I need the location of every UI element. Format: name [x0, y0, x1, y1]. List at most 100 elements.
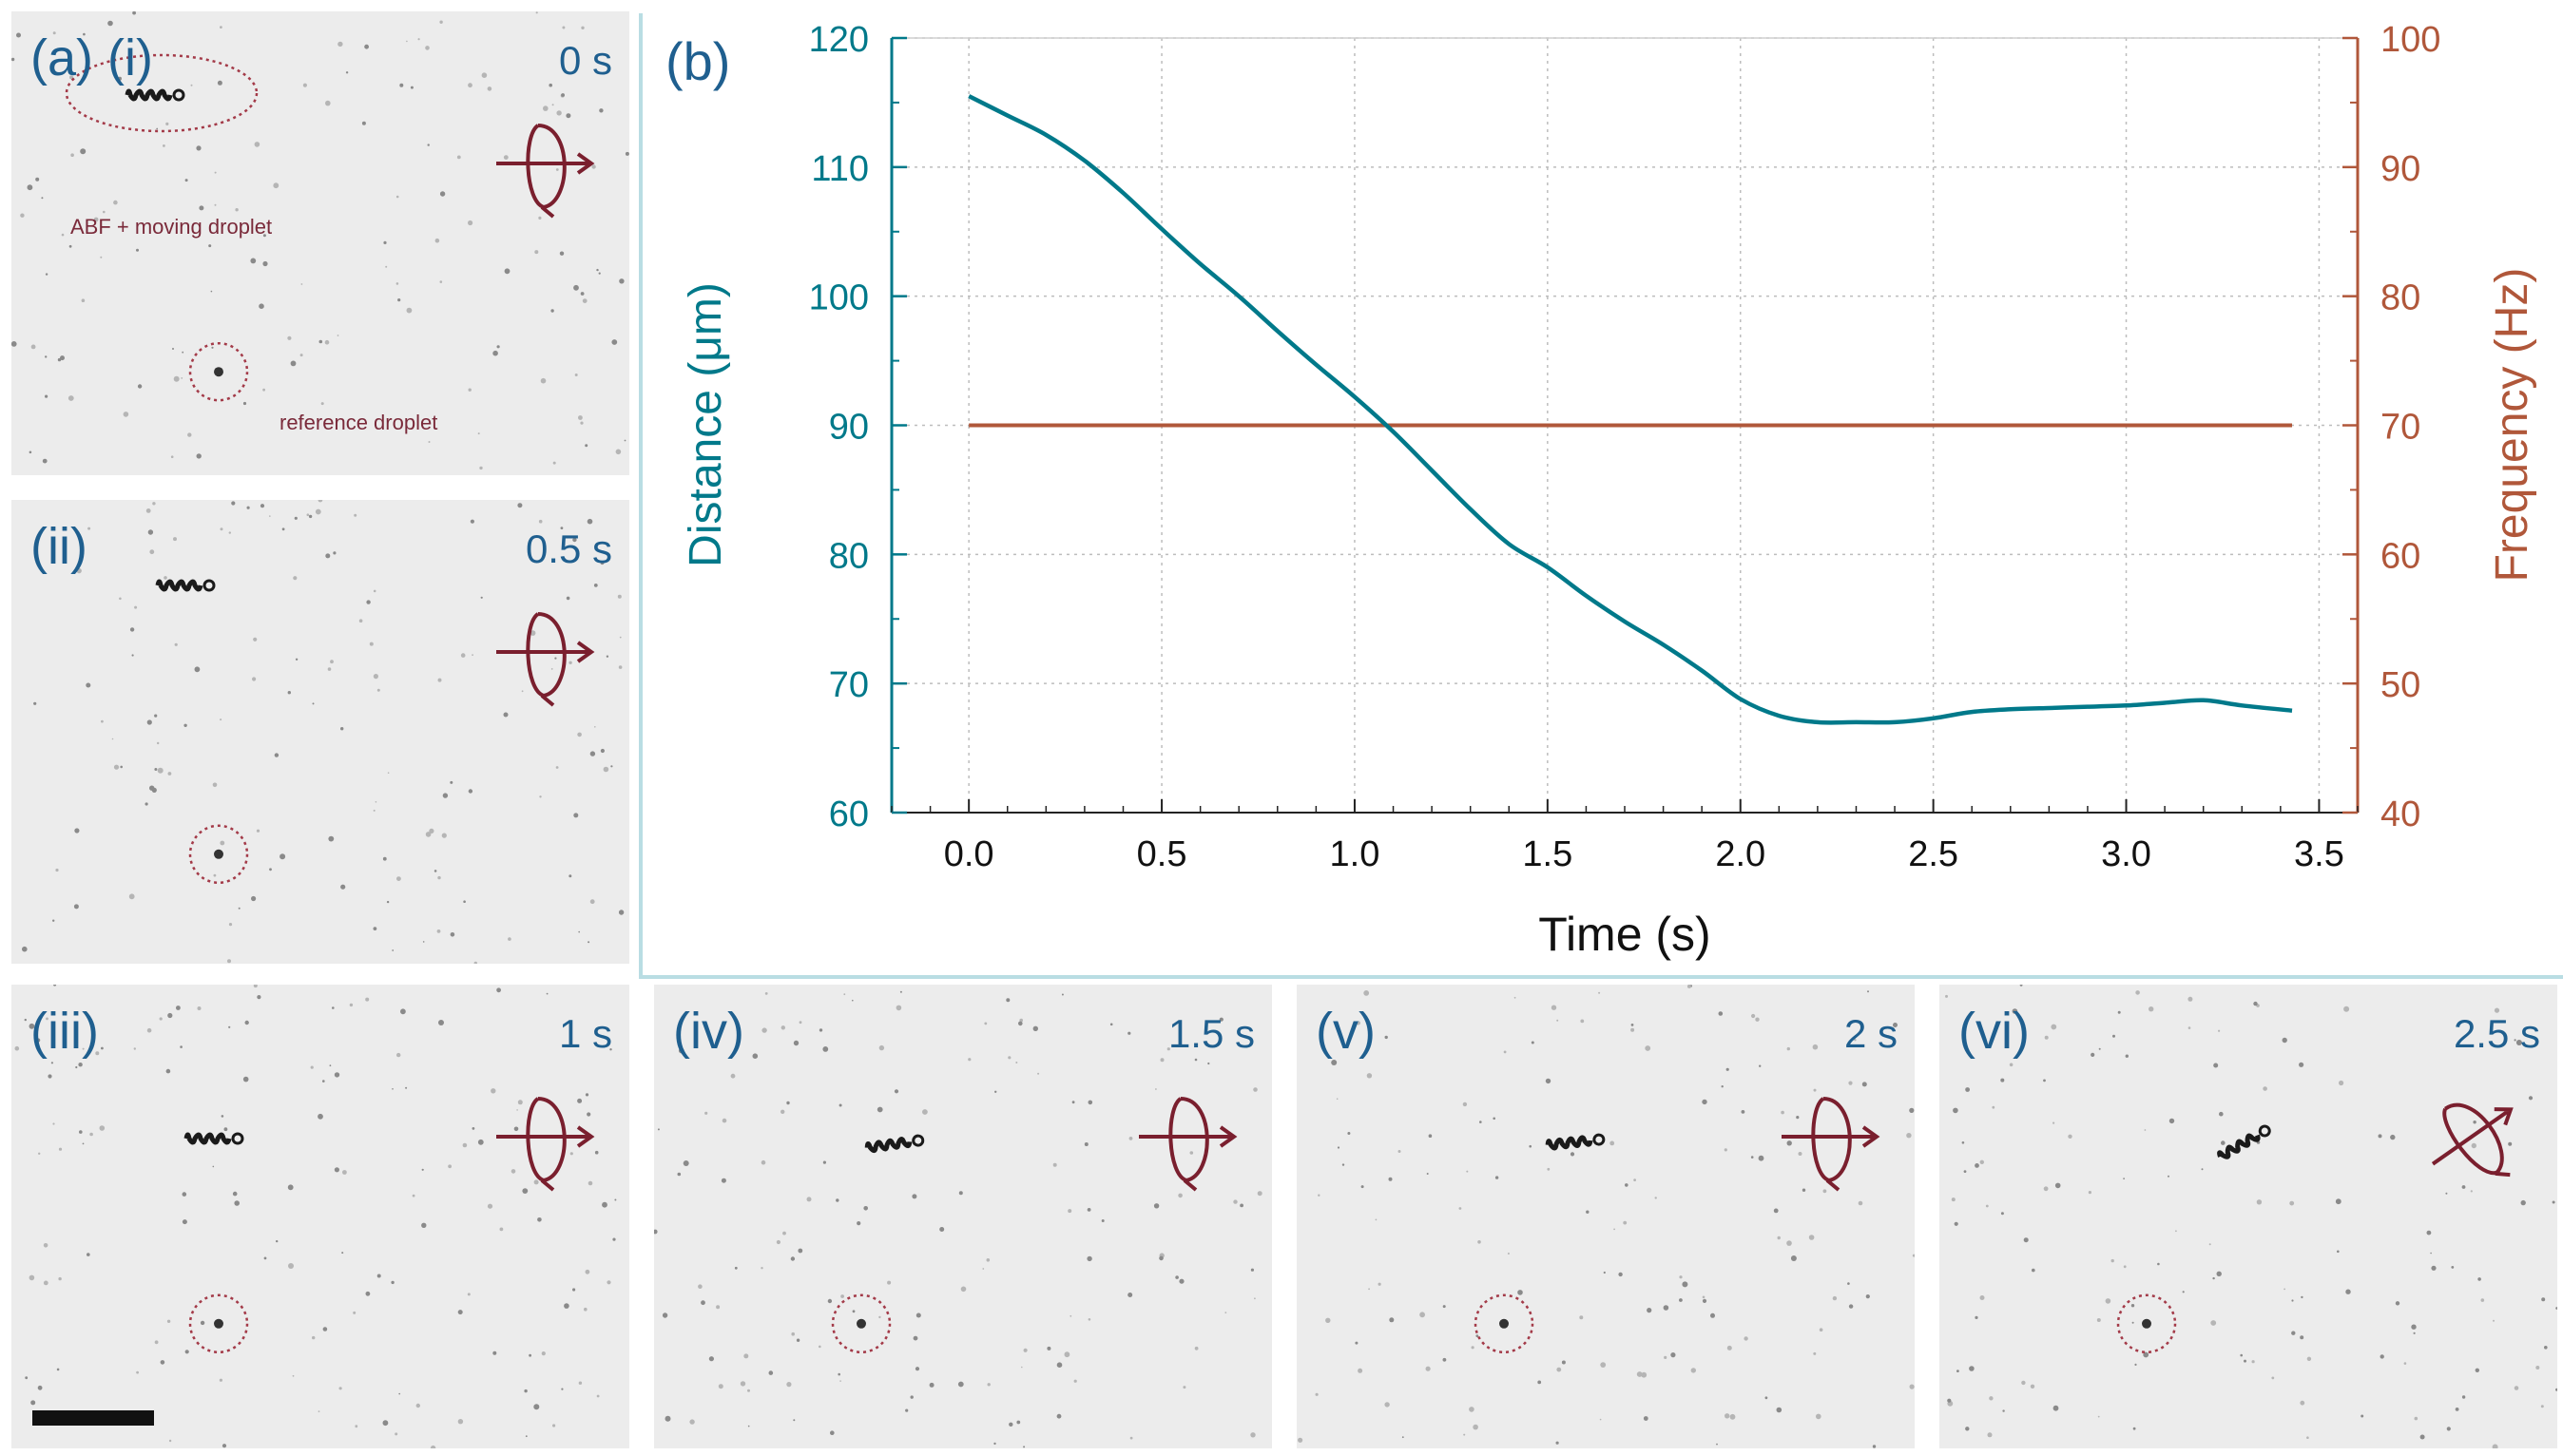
background-speck — [1802, 1188, 1806, 1192]
background-speck — [269, 515, 271, 517]
background-speck — [173, 537, 177, 542]
background-speck — [210, 290, 213, 293]
background-speck — [689, 1419, 695, 1425]
background-speck — [373, 674, 378, 680]
background-speck — [2282, 1037, 2287, 1044]
background-speck — [1813, 1088, 1817, 1092]
background-speck — [1679, 1298, 1683, 1302]
background-speck — [468, 789, 473, 794]
right-axis-ticks: 40 50 60 70 80 90 100 — [2342, 20, 2440, 834]
background-speck — [2210, 1320, 2217, 1326]
background-speck — [568, 874, 572, 878]
background-speck — [716, 1305, 721, 1310]
background-speck — [939, 1227, 945, 1232]
background-speck — [2000, 1078, 2005, 1082]
background-speck — [540, 377, 547, 384]
background-speck — [333, 551, 337, 555]
background-speck — [429, 828, 434, 833]
background-speck — [1556, 1019, 1559, 1022]
background-speck — [1798, 1152, 1802, 1156]
background-speck — [340, 884, 346, 890]
background-speck — [610, 765, 613, 768]
background-speck — [508, 937, 511, 941]
background-speck — [2514, 1039, 2516, 1042]
background-speck — [2345, 1289, 2351, 1294]
background-speck — [2134, 1363, 2137, 1366]
background-speck — [2130, 1304, 2135, 1308]
background-speck — [730, 1073, 736, 1079]
background-speck — [145, 508, 151, 513]
background-speck — [231, 501, 236, 506]
background-speck — [1356, 1021, 1360, 1025]
background-speck — [2335, 1198, 2341, 1205]
background-speck — [220, 26, 222, 29]
background-speck — [86, 682, 91, 688]
background-speck — [819, 1028, 823, 1032]
background-speck — [69, 75, 73, 80]
background-speck — [325, 100, 331, 106]
background-speck — [722, 1118, 727, 1123]
background-speck — [262, 234, 266, 238]
background-speck — [499, 1227, 504, 1232]
background-speck — [101, 1046, 104, 1050]
background-speck — [2212, 1276, 2215, 1280]
background-speck — [337, 41, 343, 48]
background-speck — [136, 248, 139, 252]
background-speck — [312, 702, 315, 705]
background-speck — [1233, 1199, 1238, 1204]
background-speck — [1790, 1255, 1797, 1261]
background-speck — [2221, 1140, 2226, 1145]
background-speck — [2263, 1086, 2267, 1091]
background-speck — [2023, 1237, 2029, 1243]
background-speck — [793, 1040, 800, 1046]
background-speck — [2054, 1182, 2061, 1189]
abf-microrobot — [2217, 1124, 2271, 1159]
background-speck — [617, 594, 622, 599]
background-speck — [2461, 1395, 2466, 1399]
background-speck — [602, 1201, 607, 1208]
background-speck — [1008, 1056, 1012, 1060]
background-speck — [580, 292, 585, 296]
background-speck — [254, 142, 260, 147]
background-speck — [147, 529, 154, 535]
background-speck — [262, 388, 265, 392]
micrograph-panel-iii: (iii) 1 s — [11, 985, 629, 1448]
background-speck — [2052, 1121, 2055, 1124]
background-speck — [840, 1294, 844, 1298]
background-speck — [1633, 1178, 1636, 1181]
background-speck — [2541, 1297, 2546, 1302]
background-speck — [1159, 1255, 1164, 1261]
background-speck — [1858, 1200, 1863, 1206]
background-speck — [2380, 1354, 2384, 1359]
background-speck — [1425, 1366, 1431, 1371]
background-speck — [14, 1045, 20, 1051]
reference-ring — [1474, 1293, 1534, 1354]
background-speck — [525, 1435, 528, 1438]
background-speck — [556, 110, 562, 116]
background-speck — [1368, 1288, 1370, 1291]
background-speck — [1819, 1328, 1823, 1331]
background-speck — [441, 833, 447, 838]
background-speck — [43, 1243, 48, 1248]
background-speck — [325, 553, 331, 559]
background-speck — [2419, 1434, 2425, 1440]
background-speck — [1975, 1315, 1978, 1319]
background-speck — [1750, 1156, 1754, 1159]
background-speck — [2471, 1142, 2476, 1149]
background-speck — [2339, 1080, 2344, 1086]
background-speck — [1947, 1398, 1952, 1403]
background-speck — [987, 1383, 991, 1387]
background-speck — [234, 1200, 240, 1206]
background-speck — [573, 813, 579, 818]
background-speck — [492, 1351, 497, 1355]
background-speck — [665, 1415, 671, 1422]
background-speck — [1531, 1041, 1534, 1044]
background-speck — [1428, 1134, 1433, 1138]
background-speck — [1854, 1039, 1857, 1042]
background-speck — [332, 1006, 335, 1009]
background-speck — [481, 72, 488, 78]
background-speck — [1087, 1208, 1091, 1212]
reference-ring — [188, 1293, 249, 1354]
background-speck — [439, 20, 443, 24]
reference-ring — [188, 824, 249, 885]
